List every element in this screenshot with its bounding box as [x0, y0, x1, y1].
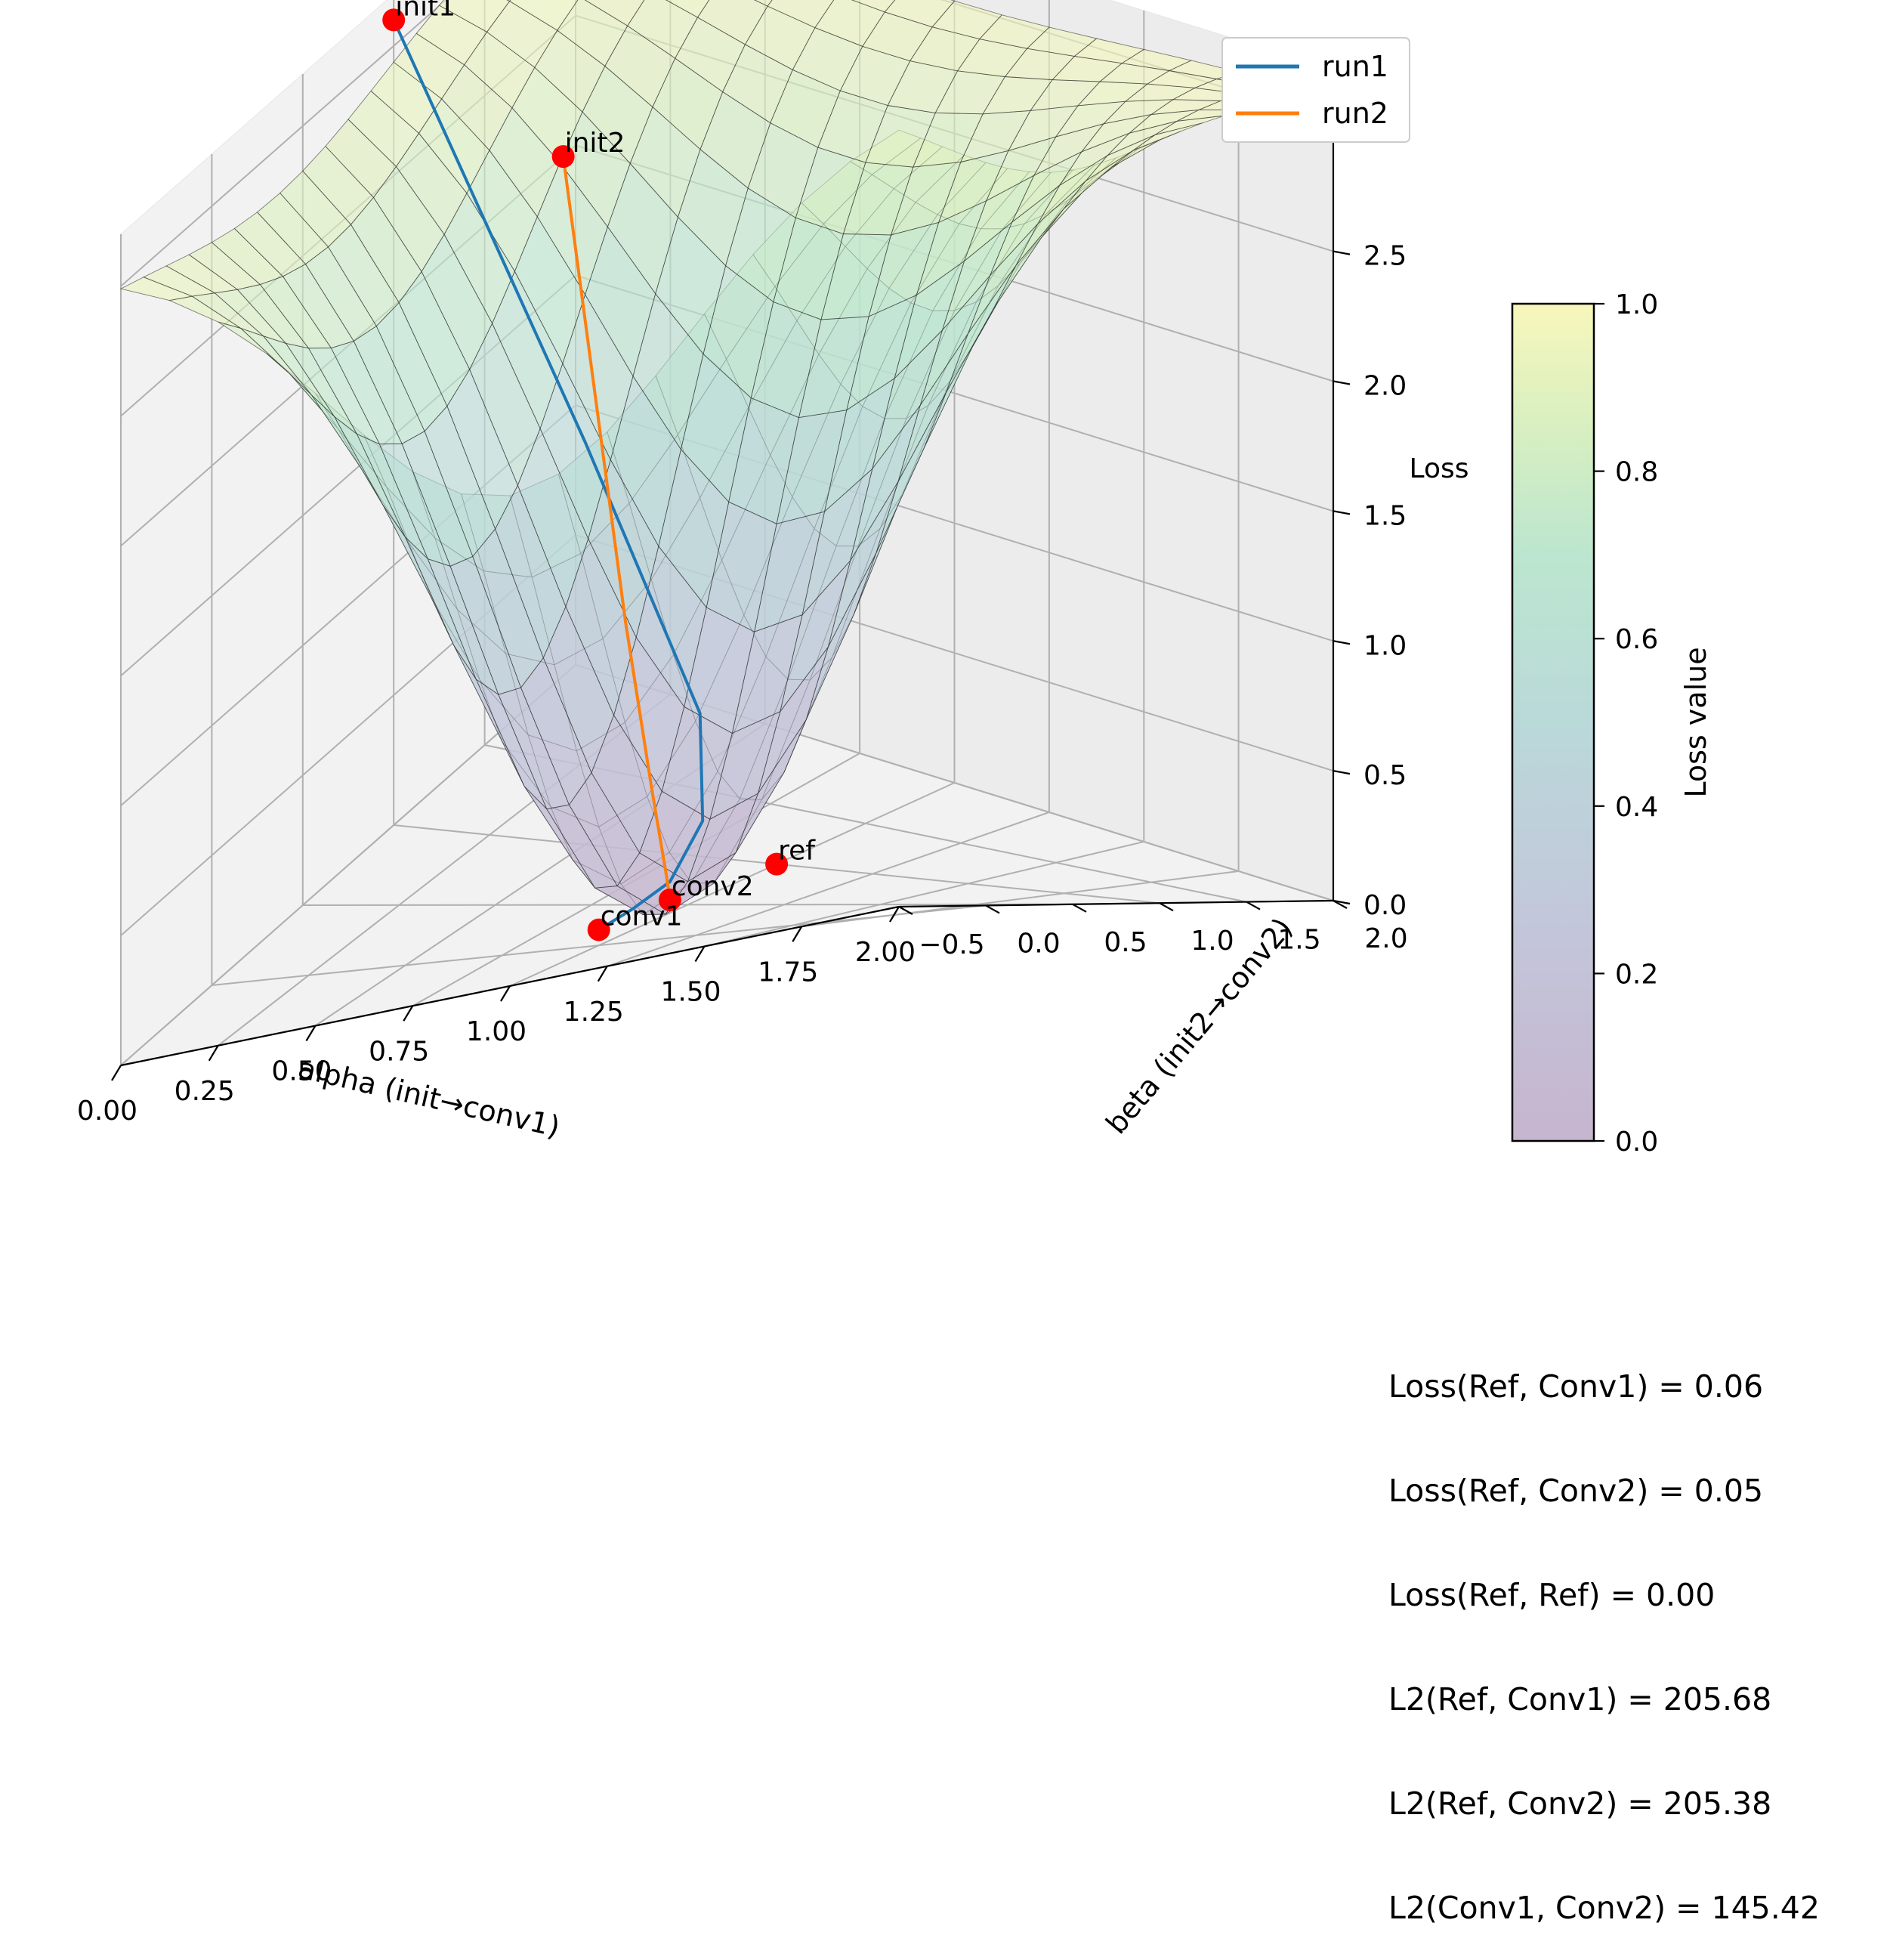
alpha-tick-label: 1.00: [466, 1016, 527, 1047]
trajectory-run1: [392, 19, 705, 932]
alpha-tick-label: 0.25: [174, 1076, 235, 1107]
beta-tick: [1072, 903, 1087, 913]
colorbar-gradient: [1511, 302, 1595, 1142]
surface-cell: [508, 0, 579, 31]
loss-tick: [1333, 380, 1351, 385]
stat-line: L2(Ref, Conv2) = 205.38: [1388, 1785, 1772, 1822]
surface-cell: [666, 0, 710, 18]
beta-axis-line: [898, 899, 1334, 908]
surface-cell: [754, 0, 773, 7]
stat-line: Loss(Ref, Conv2) = 0.05: [1388, 1473, 1764, 1509]
colorbar-tick-label: 0.2: [1615, 959, 1658, 990]
alpha-tick-label: 1.75: [758, 957, 818, 988]
beta-tick-label: 0.5: [1104, 927, 1147, 958]
trajectory-lines: [392, 19, 705, 932]
alpha-tick-label: 0.75: [369, 1036, 429, 1067]
surface-cell: [767, 0, 835, 29]
beta-tick: [898, 906, 913, 915]
alpha-tick-label: 2.00: [855, 937, 916, 968]
loss-tick: [1333, 250, 1351, 255]
beta-tick: [1159, 902, 1174, 912]
legend-frame: [1221, 37, 1410, 143]
alpha-tick: [403, 1005, 414, 1022]
loss-tick-label: 2.0: [1363, 371, 1407, 402]
alpha-tick-label: 0.50: [271, 1056, 332, 1087]
loss-tick-label: 0.0: [1363, 890, 1407, 921]
stats-annotation: Loss(Ref, Conv1) = 0.06 Loss(Ref, Conv2)…: [1388, 1300, 1820, 1960]
loss-tick: [1333, 510, 1351, 515]
beta-tick: [1333, 900, 1348, 909]
colorbar-label: Loss value: [1679, 647, 1712, 797]
marker-conv2: [658, 888, 681, 911]
trajectory-run2: [561, 156, 672, 901]
loss-tick-label: 0.5: [1363, 760, 1407, 791]
colorbar-tick-label: 0.4: [1615, 792, 1658, 823]
alpha-tick: [792, 926, 803, 942]
marker-conv1: [587, 918, 610, 941]
loss-axis-label: Loss: [1410, 453, 1469, 484]
marker-ref: [765, 852, 789, 876]
colorbar-tick-label: 0.8: [1615, 457, 1658, 488]
legend-label-run1: run1: [1322, 50, 1388, 83]
marker-label-init2: init2: [565, 128, 625, 159]
surface-cell: [506, 0, 511, 2]
stat-line: Loss(Ref, Conv1) = 0.06: [1388, 1368, 1764, 1405]
alpha-tick: [208, 1045, 219, 1062]
colorbar-tick-label: 0.6: [1615, 624, 1658, 655]
loss-tick: [1333, 899, 1351, 905]
colorbar-tick-label: 1.0: [1615, 289, 1658, 320]
alpha-tick: [500, 985, 511, 1002]
stat-line: L2(Conv1, Conv2) = 145.42: [1388, 1890, 1820, 1926]
alpha-tick: [889, 906, 900, 923]
beta-tick-label: 1.0: [1191, 926, 1234, 957]
marker-label-ref: ref: [778, 836, 816, 867]
loss-surface: [119, 0, 1334, 916]
marker-label-init1: init1: [395, 0, 456, 22]
loss-tick: [1333, 770, 1351, 775]
loss-tick-label: 2.5: [1363, 241, 1407, 272]
beta-tick: [1246, 901, 1261, 910]
marker-label-conv2: conv2: [672, 871, 754, 902]
colorbar: 0.0 0.2 0.4 0.6 0.8 1.0 Loss value: [1511, 289, 1712, 1158]
surface-cell: [851, 0, 896, 13]
stat-line: Loss(Ref, Ref) = 0.00: [1388, 1577, 1716, 1613]
beta-tick-label: 2.0: [1364, 923, 1407, 954]
beta-tick: [985, 904, 1000, 914]
beta-tick-label: 1.5: [1277, 925, 1320, 956]
loss-tick-label: 1.5: [1363, 500, 1407, 531]
alpha-tick: [597, 966, 608, 982]
alpha-tick-label: 0.00: [77, 1096, 137, 1127]
stat-line: L2(Ref, Conv1) = 205.68: [1388, 1681, 1772, 1717]
surface-cell: [584, 0, 645, 26]
beta-tick-label: 0.0: [1017, 928, 1060, 959]
loss-tick: [1333, 640, 1351, 645]
alpha-tick: [694, 945, 706, 963]
marker-init2: [551, 145, 575, 168]
colorbar-tick-label: 0.0: [1615, 1127, 1658, 1158]
surface-cell: [884, 0, 956, 28]
beta-tick-label: −0.5: [919, 929, 984, 960]
alpha-tick: [111, 1065, 122, 1081]
marker-label-conv1: conv1: [601, 901, 683, 932]
marker-init1: [382, 8, 406, 32]
alpha-tick-label: 1.25: [564, 997, 624, 1028]
legend-label-run2: run2: [1322, 97, 1388, 130]
loss-tick-label: 1.0: [1363, 630, 1407, 661]
alpha-tick: [305, 1025, 317, 1042]
alpha-tick-label: 1.50: [660, 977, 721, 1008]
legend: run1 run2: [1221, 37, 1410, 143]
